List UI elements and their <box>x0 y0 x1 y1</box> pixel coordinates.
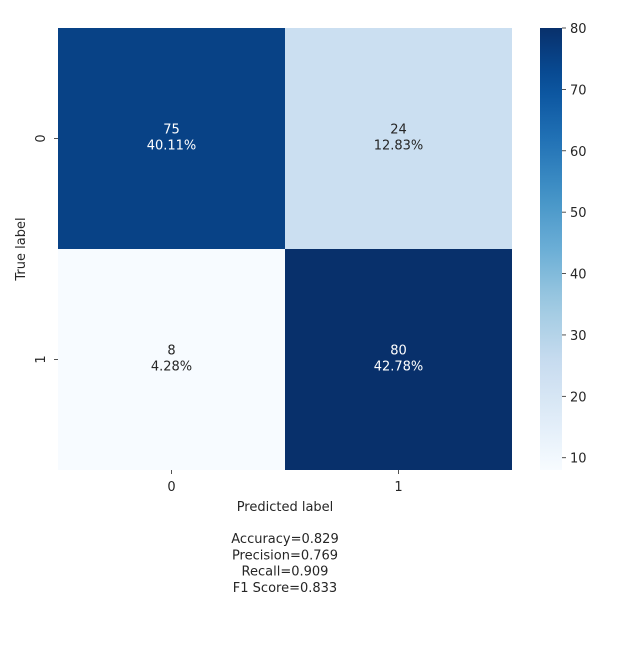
colorbar-tick-label-0: 10 <box>570 452 587 467</box>
colorbar-tick-label-7: 80 <box>570 22 587 37</box>
metric-line-3: F1 Score=0.833 <box>233 581 337 596</box>
y-axis-label: True label <box>14 217 29 281</box>
cell-percent-label-0-1: 12.83% <box>374 139 424 154</box>
metric-line-1: Precision=0.769 <box>232 548 338 563</box>
cell-percent-label-1-0: 4.28% <box>151 360 192 375</box>
cell-percent-label-1-1: 42.78% <box>374 360 424 375</box>
cell-count-label-1-0: 8 <box>167 344 175 359</box>
colorbar-tick-label-2: 30 <box>570 329 587 344</box>
cell-count-label-0-1: 24 <box>390 123 407 138</box>
x-tick-label-0: 0 <box>167 480 175 495</box>
heatmap-cell-0-0 <box>58 28 285 249</box>
colorbar-tick-label-1: 20 <box>570 390 587 405</box>
x-axis-label: Predicted label <box>237 500 334 515</box>
metric-line-2: Recall=0.909 <box>242 565 329 580</box>
y-tick-label-0: 0 <box>34 134 49 142</box>
y-axis: 01 <box>34 134 58 364</box>
heatmap-cell-1-1 <box>285 249 512 470</box>
colorbar-tick-label-5: 60 <box>570 145 587 160</box>
colorbar-tick-label-6: 70 <box>570 83 587 98</box>
heatmap-cell-1-0 <box>58 249 285 470</box>
metric-line-0: Accuracy=0.829 <box>231 532 338 547</box>
colorbar-gradient <box>540 28 562 470</box>
colorbar-tick-label-3: 40 <box>570 268 587 283</box>
heatmap-cells <box>58 28 512 470</box>
x-tick-label-1: 1 <box>394 480 402 495</box>
colorbar-tick-label-4: 50 <box>570 206 587 221</box>
cell-count-label-1-1: 80 <box>390 344 407 359</box>
cell-count-label-0-0: 75 <box>163 123 180 138</box>
y-tick-label-1: 1 <box>34 355 49 363</box>
heatmap-cell-0-1 <box>285 28 512 249</box>
cell-percent-label-0-0: 40.11% <box>147 139 197 154</box>
colorbar: 10 20 30 40 50 60 70 80 <box>540 22 587 470</box>
